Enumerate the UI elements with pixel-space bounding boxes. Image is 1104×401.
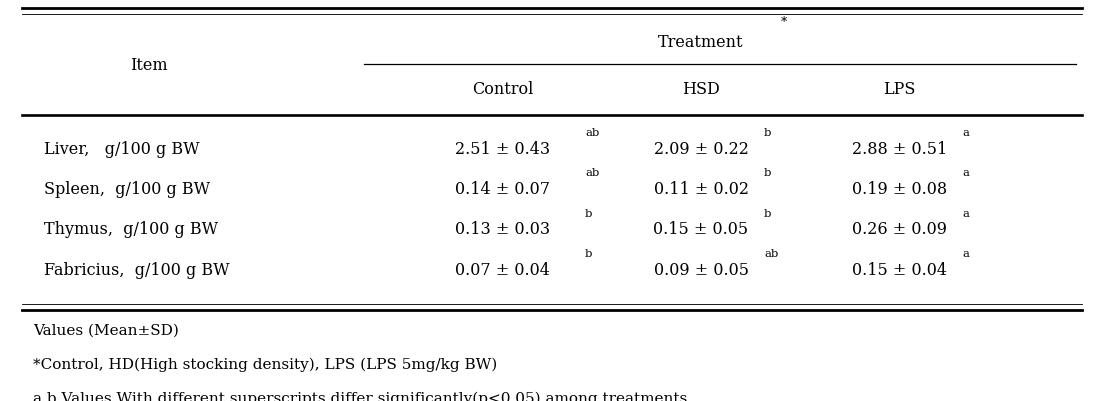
Text: 0.15 ± 0.04: 0.15 ± 0.04 [852, 262, 947, 279]
Text: a: a [963, 209, 969, 219]
Text: Treatment: Treatment [658, 34, 744, 51]
Text: Values (Mean±SD): Values (Mean±SD) [33, 324, 179, 338]
Text: Thymus,  g/100 g BW: Thymus, g/100 g BW [44, 221, 219, 239]
Text: Control: Control [471, 81, 533, 98]
Text: a: a [963, 249, 969, 259]
Text: a,b Values With different superscripts differ significantly(p<0.05) among treatm: a,b Values With different superscripts d… [33, 391, 692, 401]
Text: ab: ab [585, 128, 599, 138]
Text: 0.15 ± 0.05: 0.15 ± 0.05 [654, 221, 749, 239]
Text: 0.14 ± 0.07: 0.14 ± 0.07 [455, 181, 550, 198]
Text: Spleen,  g/100 g BW: Spleen, g/100 g BW [44, 181, 210, 198]
Text: Item: Item [130, 57, 168, 74]
Text: 0.11 ± 0.02: 0.11 ± 0.02 [654, 181, 749, 198]
Text: b: b [764, 209, 772, 219]
Text: Fabricius,  g/100 g BW: Fabricius, g/100 g BW [44, 262, 230, 279]
Text: HSD: HSD [682, 81, 720, 98]
Text: 2.51 ± 0.43: 2.51 ± 0.43 [455, 140, 550, 158]
Text: 0.13 ± 0.03: 0.13 ± 0.03 [455, 221, 550, 239]
Text: *Control, HD(High stocking density), LPS (LPS 5mg/kg BW): *Control, HD(High stocking density), LPS… [33, 357, 498, 372]
Text: LPS: LPS [883, 81, 916, 98]
Text: a: a [963, 168, 969, 178]
Text: 2.09 ± 0.22: 2.09 ± 0.22 [654, 140, 749, 158]
Text: a: a [963, 128, 969, 138]
Text: 0.07 ± 0.04: 0.07 ± 0.04 [455, 262, 550, 279]
Text: ab: ab [764, 249, 778, 259]
Text: 0.09 ± 0.05: 0.09 ± 0.05 [654, 262, 749, 279]
Text: b: b [585, 209, 593, 219]
Text: 2.88 ± 0.51: 2.88 ± 0.51 [852, 140, 947, 158]
Text: 0.26 ± 0.09: 0.26 ± 0.09 [852, 221, 947, 239]
Text: b: b [764, 128, 772, 138]
Text: ab: ab [585, 168, 599, 178]
Text: 0.19 ± 0.08: 0.19 ± 0.08 [852, 181, 947, 198]
Text: *: * [781, 16, 787, 29]
Text: b: b [764, 168, 772, 178]
Text: b: b [585, 249, 593, 259]
Text: Liver,   g/100 g BW: Liver, g/100 g BW [44, 140, 200, 158]
